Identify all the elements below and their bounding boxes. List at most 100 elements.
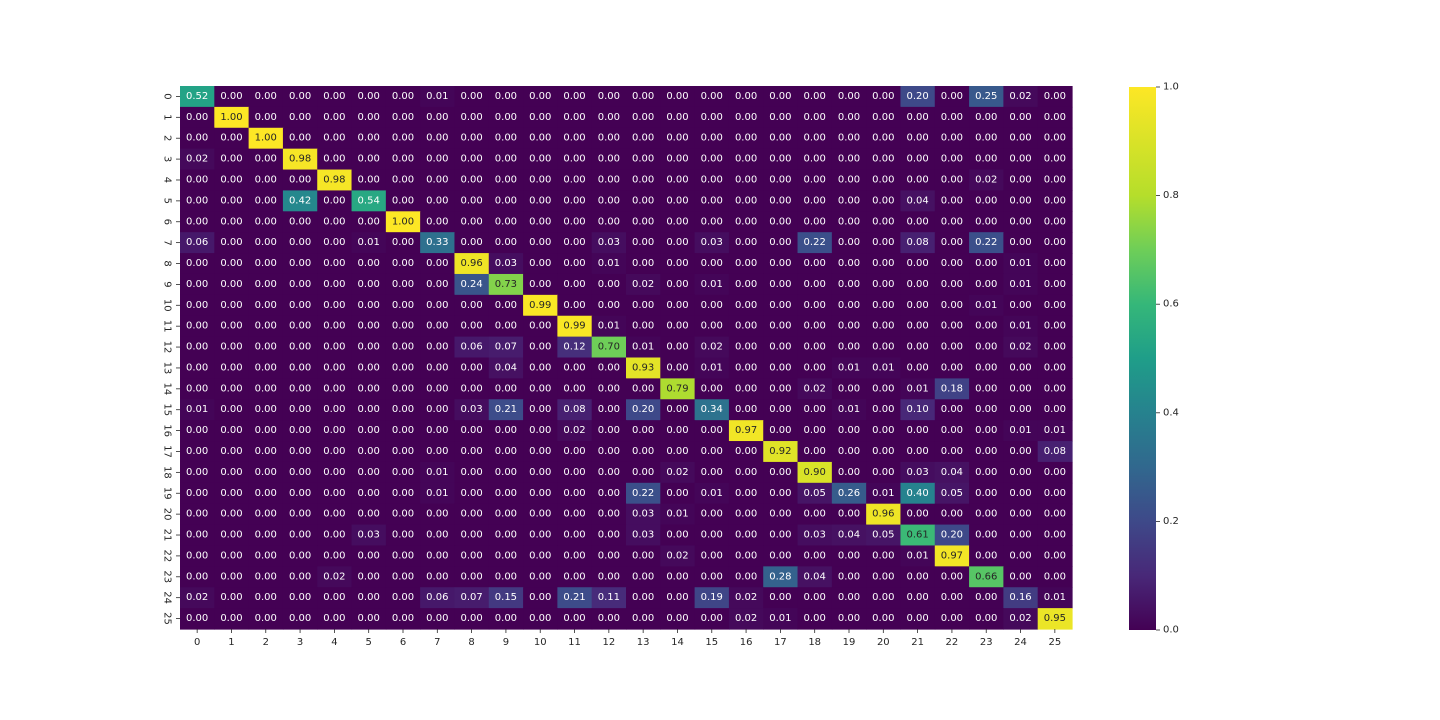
heatmap-cell-r9-c2 bbox=[248, 273, 284, 296]
heatmap-value-r13-c19: 0.01 bbox=[838, 362, 860, 373]
heatmap-value-r15-c8: 0.03 bbox=[460, 404, 482, 415]
heatmap-cell-r7-c17 bbox=[763, 232, 799, 254]
heatmap-value-r8-c23: 0.00 bbox=[975, 258, 997, 269]
heatmap-value-r15-c12: 0.00 bbox=[598, 404, 620, 415]
heatmap-cell-r22-c0 bbox=[180, 545, 215, 567]
heatmap-value-r7-c12: 0.03 bbox=[598, 237, 620, 248]
heatmap-value-r0-c20: 0.00 bbox=[872, 91, 894, 102]
heatmap-value-r7-c3: 0.00 bbox=[289, 237, 311, 248]
heatmap-value-r21-c16: 0.00 bbox=[735, 530, 757, 541]
heatmap-value-r9-c8: 0.24 bbox=[460, 279, 482, 290]
heatmap-value-r14-c15: 0.00 bbox=[701, 383, 723, 394]
heatmap-value-r21-c7: 0.00 bbox=[426, 530, 448, 541]
heatmap-cell-r10-c0 bbox=[180, 294, 215, 317]
y-tick-label-17: 17 bbox=[162, 445, 173, 458]
heatmap-value-r11-c15: 0.00 bbox=[701, 321, 723, 332]
y-tick-label-23: 23 bbox=[162, 570, 173, 583]
heatmap-cell-r21-c6 bbox=[385, 524, 421, 547]
heatmap-cell-r15-c1 bbox=[214, 399, 250, 421]
heatmap-cell-r5-c4 bbox=[317, 190, 353, 212]
heatmap-value-r16-c0: 0.00 bbox=[186, 425, 208, 436]
heatmap-value-r23-c18: 0.04 bbox=[804, 571, 826, 582]
heatmap-cell-r3-c8 bbox=[454, 148, 490, 171]
heatmap-cell-r12-c10 bbox=[523, 336, 558, 359]
heatmap-cell-r13-c13 bbox=[626, 357, 661, 379]
heatmap-value-r25-c17: 0.01 bbox=[769, 613, 791, 624]
heatmap-cell-r2-c8 bbox=[454, 127, 490, 150]
heatmap-value-r7-c16: 0.00 bbox=[735, 237, 757, 248]
heatmap-value-r13-c3: 0.00 bbox=[289, 362, 311, 373]
heatmap-cell-r18-c15 bbox=[694, 461, 730, 484]
heatmap-value-r18-c23: 0.00 bbox=[975, 467, 997, 478]
heatmap-cell-r8-c9 bbox=[488, 253, 524, 275]
heatmap-value-r8-c14: 0.00 bbox=[666, 258, 688, 269]
heatmap-value-r17-c8: 0.00 bbox=[460, 446, 482, 457]
heatmap-value-r8-c19: 0.00 bbox=[838, 258, 860, 269]
heatmap-value-r1-c4: 0.00 bbox=[323, 112, 345, 123]
heatmap-value-r16-c18: 0.00 bbox=[804, 425, 826, 436]
heatmap-value-r22-c7: 0.00 bbox=[426, 550, 448, 561]
colorbar-axis: 0.0 0.2 0.4 0.6 0.8 1.0 bbox=[1156, 82, 1179, 636]
heatmap-value-r7-c22: 0.00 bbox=[941, 237, 963, 248]
heatmap-value-r10-c5: 0.00 bbox=[358, 300, 380, 311]
heatmap-value-r22-c4: 0.00 bbox=[323, 550, 345, 561]
heatmap-cell-r3-c2 bbox=[248, 148, 284, 171]
heatmap-value-r22-c18: 0.00 bbox=[804, 550, 826, 561]
heatmap-value-r16-c13: 0.00 bbox=[632, 425, 654, 436]
heatmap-cell-r9-c23 bbox=[969, 273, 1004, 296]
heatmap-cell-r9-c6 bbox=[385, 273, 421, 296]
heatmap-value-r21-c13: 0.03 bbox=[632, 530, 654, 541]
heatmap-cell-r23-c5 bbox=[351, 566, 387, 588]
heatmap-cell-r10-c15 bbox=[694, 294, 730, 317]
heatmap-cell-r13-c18 bbox=[797, 357, 833, 379]
heatmap-cell-r22-c6 bbox=[385, 545, 421, 567]
heatmap-value-r3-c2: 0.00 bbox=[255, 154, 277, 165]
heatmap-cell-r6-c23 bbox=[969, 211, 1004, 233]
heatmap-value-r24-c9: 0.15 bbox=[495, 592, 517, 603]
heatmap-cell-r3-c21 bbox=[900, 148, 936, 171]
heatmap-cell-r12-c15 bbox=[694, 336, 730, 359]
heatmap-cell-r18-c14 bbox=[660, 461, 696, 484]
heatmap-cell-r23-c11 bbox=[557, 566, 593, 588]
heatmap-value-r4-c21: 0.00 bbox=[906, 174, 928, 185]
heatmap-value-r25-c2: 0.00 bbox=[255, 613, 277, 624]
heatmap-value-r22-c15: 0.00 bbox=[701, 550, 723, 561]
heatmap-cell-r19-c23 bbox=[969, 482, 1004, 505]
heatmap-cell-r4-c17 bbox=[763, 169, 799, 192]
heatmap-value-r1-c12: 0.00 bbox=[598, 112, 620, 123]
heatmap-value-r0-c14: 0.00 bbox=[666, 91, 688, 102]
heatmap-value-r15-c11: 0.08 bbox=[563, 404, 585, 415]
heatmap-value-r12-c20: 0.00 bbox=[872, 342, 894, 353]
heatmap-cell-r4-c23 bbox=[969, 169, 1004, 192]
heatmap-value-r13-c14: 0.00 bbox=[666, 362, 688, 373]
heatmap-value-r24-c1: 0.00 bbox=[220, 592, 242, 603]
colorbar-tick-label-0: 0.0 bbox=[1163, 625, 1179, 636]
heatmap-value-r6-c4: 0.00 bbox=[323, 216, 345, 227]
heatmap-cell-r8-c0 bbox=[180, 253, 215, 275]
heatmap-value-r14-c13: 0.00 bbox=[632, 383, 654, 394]
heatmap-value-r19-c16: 0.00 bbox=[735, 488, 757, 499]
heatmap-value-r19-c11: 0.00 bbox=[563, 488, 585, 499]
heatmap-cell-r10-c13 bbox=[626, 294, 661, 317]
heatmap-cell-r10-c16 bbox=[728, 294, 764, 317]
heatmap-value-r15-c6: 0.00 bbox=[392, 404, 414, 415]
heatmap-cell-r12-c13 bbox=[626, 336, 661, 359]
x-tick-label-18: 18 bbox=[808, 637, 821, 648]
heatmap-cell-r5-c25 bbox=[1037, 190, 1073, 212]
heatmap-cell-r11-c11 bbox=[557, 315, 593, 338]
heatmap-cell-r21-c3 bbox=[282, 524, 318, 547]
heatmap-value-r18-c11: 0.00 bbox=[563, 467, 585, 478]
heatmap-value-r10-c3: 0.00 bbox=[289, 300, 311, 311]
heatmap-cell-r16-c15 bbox=[694, 420, 730, 442]
heatmap-cell-r21-c23 bbox=[969, 524, 1004, 547]
heatmap-cell-r7-c7 bbox=[420, 232, 456, 254]
heatmap-value-r8-c9: 0.03 bbox=[495, 258, 517, 269]
heatmap-value-r17-c17: 0.92 bbox=[769, 446, 791, 457]
heatmap-cell-r5-c11 bbox=[557, 190, 593, 212]
heatmap-value-r2-c7: 0.00 bbox=[426, 133, 448, 144]
heatmap-cell-r5-c20 bbox=[866, 190, 902, 212]
y-tick-label-22: 22 bbox=[162, 550, 173, 563]
heatmap-value-r17-c20: 0.00 bbox=[872, 446, 894, 457]
heatmap-value-r5-c6: 0.00 bbox=[392, 195, 414, 206]
heatmap-value-r23-c14: 0.00 bbox=[666, 571, 688, 582]
